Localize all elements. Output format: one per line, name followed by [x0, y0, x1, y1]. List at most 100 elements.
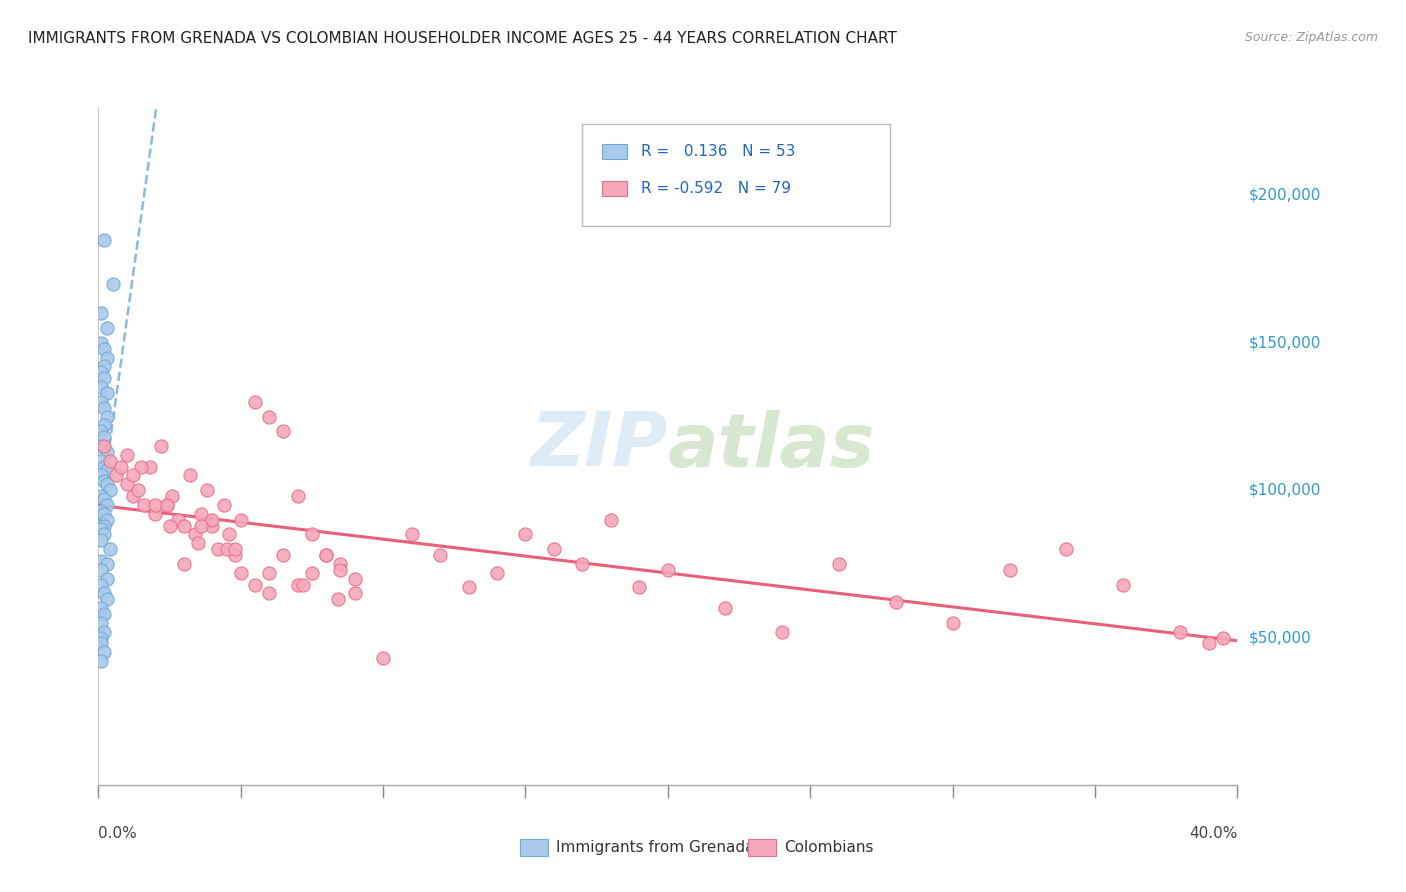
Text: Immigrants from Grenada: Immigrants from Grenada [557, 840, 755, 855]
Point [121, 468, 143, 483]
Bar [602, 181, 627, 196]
Point [243, 394, 266, 409]
Text: atlas: atlas [668, 409, 876, 483]
Point [190, 518, 212, 533]
Point [93, 233, 115, 247]
Point [326, 592, 349, 607]
Point [90, 533, 112, 548]
Point [96, 477, 118, 491]
Point [1198, 636, 1220, 650]
Point [273, 424, 295, 438]
Point [132, 498, 155, 512]
Point [212, 498, 235, 512]
Point [90, 563, 112, 577]
Text: $150,000: $150,000 [1249, 335, 1320, 351]
Point [90, 306, 112, 320]
Point [96, 572, 118, 586]
Point [127, 483, 149, 498]
Point [93, 624, 115, 639]
Text: 0.0%: 0.0% [98, 826, 138, 840]
Point [207, 542, 229, 557]
Point [429, 548, 451, 562]
Point [93, 459, 115, 474]
Point [315, 548, 337, 562]
Point [90, 394, 112, 409]
Point [96, 409, 118, 424]
Point [287, 577, 309, 591]
Point [90, 439, 112, 453]
Point [93, 359, 115, 374]
Point [90, 380, 112, 394]
Point [1212, 631, 1234, 645]
Point [90, 631, 112, 645]
Point [292, 577, 315, 591]
Point [998, 563, 1021, 577]
Point [101, 277, 124, 291]
Point [229, 513, 252, 527]
Point [218, 527, 240, 541]
Point [96, 386, 118, 401]
Point [243, 577, 266, 591]
Point [98, 542, 121, 557]
Point [96, 462, 118, 476]
Point [329, 563, 352, 577]
Point [129, 459, 152, 474]
Point [93, 586, 115, 600]
Text: $200,000: $200,000 [1249, 188, 1320, 203]
Point [93, 342, 115, 356]
Point [287, 489, 309, 503]
Point [187, 536, 209, 550]
Point [121, 489, 143, 503]
Text: $50,000: $50,000 [1249, 630, 1312, 645]
Point [90, 504, 112, 518]
Point [600, 513, 623, 527]
Point [770, 624, 793, 639]
Point [259, 409, 281, 424]
Point [173, 557, 195, 571]
Point [173, 518, 195, 533]
Point [343, 572, 366, 586]
Text: ZIP: ZIP [530, 409, 668, 483]
Point [93, 430, 115, 444]
Point [145, 507, 167, 521]
Point [96, 351, 118, 365]
Point [301, 527, 323, 541]
Text: IMMIGRANTS FROM GRENADA VS COLOMBIAN HOUSEHOLDER INCOME AGES 25 - 44 YEARS CORRE: IMMIGRANTS FROM GRENADA VS COLOMBIAN HOU… [28, 31, 897, 46]
Point [90, 365, 112, 379]
Point [201, 513, 224, 527]
Point [96, 513, 118, 527]
Point [190, 507, 212, 521]
Text: 40.0%: 40.0% [1189, 826, 1237, 840]
Bar [520, 839, 548, 856]
Point [224, 548, 246, 562]
Point [93, 401, 115, 415]
Point [90, 489, 112, 503]
Point [93, 371, 115, 385]
Point [90, 554, 112, 568]
Point [884, 595, 907, 609]
Point [145, 498, 167, 512]
Point [457, 581, 479, 595]
Point [90, 522, 112, 536]
Point [315, 548, 337, 562]
Point [167, 513, 190, 527]
Text: $100,000: $100,000 [1249, 483, 1320, 498]
Text: Source: ZipAtlas.com: Source: ZipAtlas.com [1244, 31, 1378, 45]
Point [156, 498, 179, 512]
Point [90, 577, 112, 591]
Point [184, 527, 207, 541]
Point [96, 557, 118, 571]
Point [90, 454, 112, 468]
Point [224, 542, 246, 557]
Point [93, 475, 115, 489]
Point [259, 566, 281, 580]
Text: Colombians: Colombians [785, 840, 873, 855]
Bar [602, 144, 627, 159]
Point [942, 615, 965, 630]
Point [98, 454, 121, 468]
Point [115, 477, 138, 491]
Point [93, 507, 115, 521]
Point [90, 424, 112, 438]
Point [96, 445, 118, 459]
Point [90, 654, 112, 668]
